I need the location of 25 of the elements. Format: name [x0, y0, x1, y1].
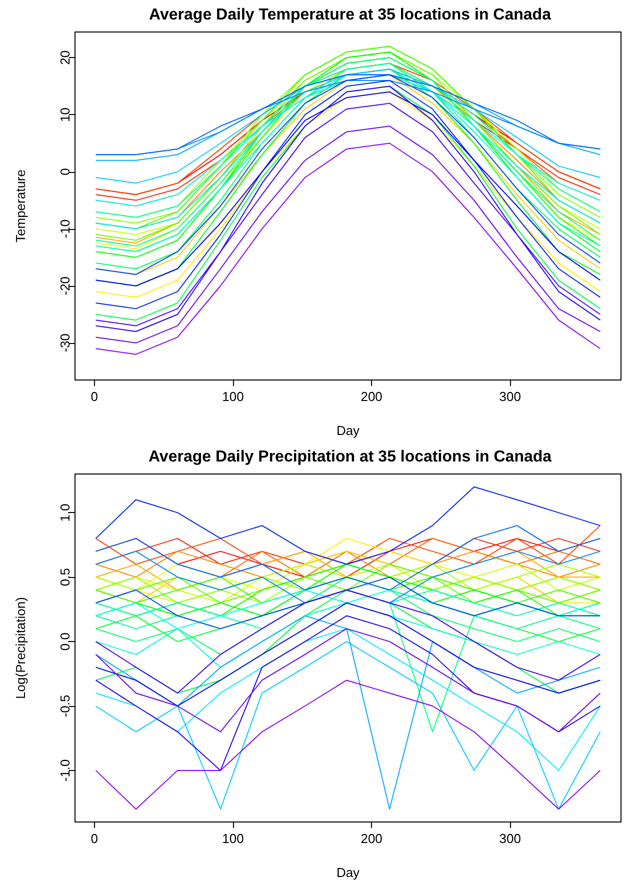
y-axis-title: Temperature: [13, 170, 28, 242]
y-tick-label: 1.0: [58, 504, 72, 522]
y-tick-label: 0.5: [58, 568, 72, 586]
y-tick-label: -30: [58, 334, 72, 352]
x-tick-label: 200: [360, 831, 382, 846]
y-tick-label: 0: [58, 168, 72, 176]
y-tick-label: 20: [58, 50, 72, 65]
x-tick-label: 100: [222, 389, 244, 404]
x-tick-label: 0: [90, 831, 98, 846]
chart-title: Average Daily Precipitation at 35 locations in Canada: [148, 448, 552, 466]
x-axis-title: Day: [336, 865, 360, 880]
chart-title: Average Daily Temperature at 35 locations in Canada: [149, 6, 552, 24]
y-tick-label: -20: [58, 276, 72, 296]
x-axis-title: Day: [336, 423, 360, 438]
y-tick-label: -0.5: [58, 694, 72, 718]
y-axis-title: Log(Precipitation): [13, 597, 28, 699]
x-tick-label: 0: [90, 389, 98, 404]
y-tick-label: -1.0: [58, 759, 72, 782]
y-tick-label: -10: [58, 219, 72, 238]
x-tick-label: 200: [360, 389, 382, 404]
x-tick-label: 300: [499, 389, 521, 404]
y-tick-label: 10: [58, 107, 72, 122]
y-tick-label: 0.0: [58, 632, 72, 651]
x-tick-label: 300: [499, 831, 521, 846]
x-tick-label: 100: [222, 831, 244, 846]
